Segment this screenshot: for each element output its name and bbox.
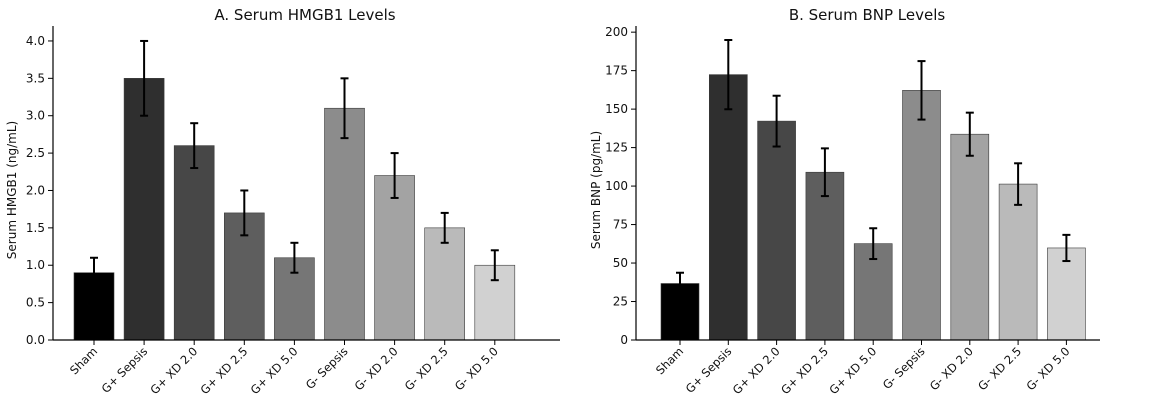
chart-a-bar — [123, 78, 165, 341]
chart-b-y-tick-label: 0 — [620, 333, 628, 347]
chart-b-bar — [757, 120, 796, 341]
chart-b-x-tick-label: G+ Sepsis — [683, 344, 735, 396]
chart-b-title: B. Serum BNP Levels — [789, 6, 946, 24]
chart-b-x-tick-label: Sham — [653, 344, 686, 377]
chart-b-x-tick-label: G+ XD 2.5 — [778, 344, 831, 397]
chart-a-y-tick-label: 0.5 — [26, 296, 45, 310]
chart-b-x-tick-label: G- XD 2.0 — [927, 344, 976, 393]
chart-a-bar — [424, 227, 466, 341]
chart-a-x-tick-label: G- XD 5.0 — [452, 344, 501, 393]
chart-a-y-tick-label: 3.5 — [26, 71, 45, 85]
chart-a-y-tick-label: 4.0 — [26, 34, 45, 48]
chart-a-y-tick-label: 0.0 — [26, 333, 45, 347]
chart-a-bar — [374, 175, 415, 341]
chart-b-x-tick-label: G+ XD 5.0 — [826, 344, 879, 397]
chart-a-x-tick-label: G- XD 2.0 — [352, 344, 401, 393]
chart-b-x-tick-label: G+ XD 2.0 — [730, 344, 783, 397]
chart-b-y-tick-label: 125 — [605, 141, 628, 155]
chart-b-bar — [998, 183, 1038, 341]
chart-b-bar — [950, 133, 990, 341]
chart-b-ylabel: Serum BNP (pg/mL) — [589, 131, 603, 249]
chart-a-y-tick-label: 2.0 — [26, 183, 45, 197]
chart-b-bar — [805, 171, 845, 341]
chart-a-x-tick-label: G+ Sepsis — [99, 344, 151, 396]
chart-a-title: A. Serum HMGB1 Levels — [214, 6, 395, 24]
chart-b-y-tick-label: 150 — [605, 102, 628, 116]
chart-b-x-tick-label: G- Sepsis — [880, 344, 928, 392]
chart-a-x-tick-label: G+ XD 2.0 — [147, 344, 200, 397]
chart-a-x-tick-label: Sham — [67, 344, 100, 377]
chart-b-bar — [708, 74, 748, 341]
chart-a-bar — [173, 145, 215, 341]
chart-b-y-tick-label: 25 — [613, 295, 628, 309]
chart-a-y-tick-label: 3.0 — [26, 109, 45, 123]
chart-a-y-tick-label: 2.5 — [26, 146, 45, 160]
chart-a-x-tick-label: G+ XD 2.5 — [197, 344, 250, 397]
chart-b-bar — [1047, 247, 1086, 341]
chart-b-y-tick-label: 175 — [605, 64, 628, 78]
chart-a-y-tick-label: 1.0 — [26, 258, 45, 272]
chart-a-x-tick-label: G- XD 2.5 — [402, 344, 451, 393]
chart-b-y-tick-label: 75 — [613, 218, 628, 232]
chart-b-y-tick-label: 50 — [613, 256, 628, 270]
chart-a-x-tick-label: G- Sepsis — [303, 344, 351, 392]
chart-a-bar — [324, 107, 365, 341]
chart-b-y-tick-label: 100 — [605, 179, 628, 193]
chart-a-y-tick-label: 1.5 — [26, 221, 45, 235]
chart-b-bar — [902, 90, 941, 341]
chart-b-x-tick-label: G- XD 5.0 — [1023, 344, 1072, 393]
chart-b-x-tick-label: G- XD 2.5 — [975, 344, 1024, 393]
chart-a-ylabel: Serum HMGB1 (ng/mL) — [5, 121, 19, 259]
chart-b-y-tick-label: 200 — [605, 25, 628, 39]
chart-a-x-tick-label: G+ XD 5.0 — [248, 344, 301, 397]
